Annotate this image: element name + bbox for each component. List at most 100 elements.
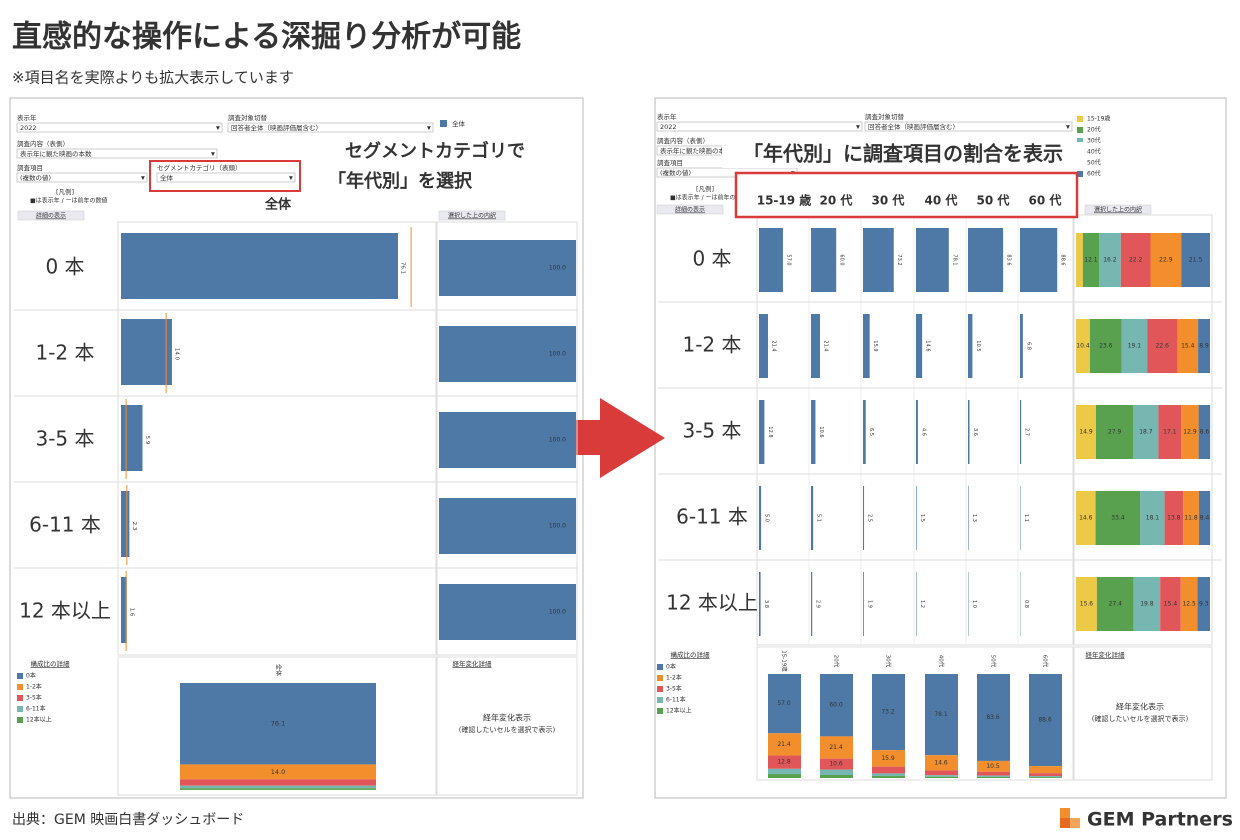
legend-swatch (17, 695, 23, 701)
share-label: 8.4 (1200, 515, 1210, 522)
share-label: 13.8 (1167, 515, 1181, 522)
value-label: 10.6 (818, 426, 824, 437)
filter-box (16, 122, 223, 133)
value-label: 1.5 (919, 514, 925, 522)
stack-segment (1029, 776, 1062, 778)
share-label: 23.6 (1099, 343, 1113, 350)
filter-label: 調査項目 (17, 163, 43, 172)
share-label: 100.0 (549, 437, 566, 444)
legend-swatch (17, 717, 23, 723)
filter-value: 表示年に観た映画の本 (660, 146, 726, 155)
stack-segment (1029, 674, 1062, 767)
dropdown-icon: ▼ (289, 176, 293, 182)
share-segment (1147, 319, 1178, 373)
share-segment (1158, 405, 1182, 459)
value-label: 2.9 (815, 600, 821, 608)
share-segment (1181, 233, 1210, 287)
detail-button: 詳細の表示 (36, 212, 66, 220)
filter-value: 全体 (160, 173, 174, 182)
segment-header: 全体 (264, 197, 292, 213)
trend-hint: (確認したいセルを選択で表示) (459, 725, 556, 734)
stack-label: 73.2 (881, 709, 895, 716)
value-label: 14.0 (173, 348, 179, 361)
share-label: 21.5 (1189, 257, 1203, 264)
value-label: 3.8 (763, 600, 769, 608)
legend-note: ■は表示年 / ーは前年の数値 (670, 194, 748, 202)
value-label: 2.3 (131, 522, 137, 531)
share-bar (439, 240, 576, 296)
stack-segment (768, 674, 801, 734)
legend-label: 3-5本 (666, 685, 682, 693)
stack-segment (925, 755, 958, 771)
share-segment (1099, 233, 1121, 287)
bar (863, 314, 870, 378)
bar (1020, 228, 1058, 292)
stack-label: 57.0 (777, 700, 791, 707)
filter-value: 2022 (660, 123, 677, 131)
stack-segment (977, 771, 1010, 776)
dropdown-icon: ▼ (856, 125, 860, 131)
stack-segment (180, 788, 376, 790)
bar (1020, 314, 1023, 378)
bar (759, 486, 762, 550)
stack-label: 21.4 (829, 744, 843, 751)
column-label: 20代 (833, 655, 841, 668)
stack-label: 10.5 (986, 763, 1000, 770)
share-bar (439, 498, 576, 554)
share-segment (1089, 319, 1122, 373)
value-label: 5.1 (816, 514, 822, 522)
bar (863, 486, 865, 550)
value-label: 2.5 (867, 514, 873, 522)
legend-swatch (657, 686, 663, 692)
stack-segment (925, 674, 958, 756)
dropdown-icon: ▼ (211, 152, 215, 158)
legend-swatch (440, 120, 447, 127)
legend-label: 6-11本 (666, 696, 686, 704)
legend-swatch (657, 708, 663, 714)
stack-label: 12.8 (777, 759, 791, 766)
legend-swatch (657, 664, 663, 670)
legend-label: 全体 (452, 119, 466, 128)
segment-header: 40 代 (925, 193, 958, 208)
stack-label: 21.4 (777, 741, 791, 748)
filter-box (16, 172, 148, 183)
button (1084, 204, 1152, 215)
trend-title: 経年変化詳細 (1086, 650, 1126, 659)
bar (968, 486, 969, 550)
legend-title: [凡例] (56, 187, 74, 196)
stack-segment (1029, 773, 1062, 777)
share-segment (1095, 491, 1141, 545)
dropdown-icon: ▼ (141, 176, 145, 182)
value-label: 4.6 (920, 428, 926, 436)
stack-segment (1029, 777, 1062, 778)
share-label: 27.9 (1108, 429, 1122, 436)
annotation: 「年代別」に調査項目の割合を表示 (743, 142, 1063, 166)
bar (811, 400, 816, 464)
share-segment (1121, 319, 1148, 373)
filter-label: 調査内容（表側） (657, 136, 709, 145)
share-label: 8.6 (1200, 429, 1210, 436)
share-segment (1082, 233, 1100, 287)
legend-label: 1-2本 (666, 674, 682, 682)
legend-swatch (17, 706, 23, 712)
filter-value: (複数の値) (20, 173, 51, 182)
row-label: 12 本以上 (666, 591, 758, 615)
stack-segment (977, 775, 1010, 777)
filter-value: (複数の値) (660, 168, 691, 177)
stack-segment (872, 776, 905, 778)
share-label: 15.6 (1080, 601, 1094, 608)
filter-label: 表示年 (17, 113, 37, 122)
share-label: 17.1 (1163, 429, 1177, 436)
annotation-bg (722, 142, 1084, 168)
logo-text: GEM Partners (1087, 809, 1233, 831)
bar (968, 314, 973, 378)
bar (121, 319, 172, 385)
filter-box (16, 148, 218, 159)
stack-segment (925, 770, 958, 776)
filter-box (656, 121, 863, 132)
filter-label: 表示年 (657, 112, 677, 121)
row-label: 3-5 本 (682, 419, 741, 443)
column-label: 50代 (990, 655, 998, 668)
legend-label: 12本以上 (26, 716, 52, 724)
share-label: 22.2 (1129, 257, 1143, 264)
